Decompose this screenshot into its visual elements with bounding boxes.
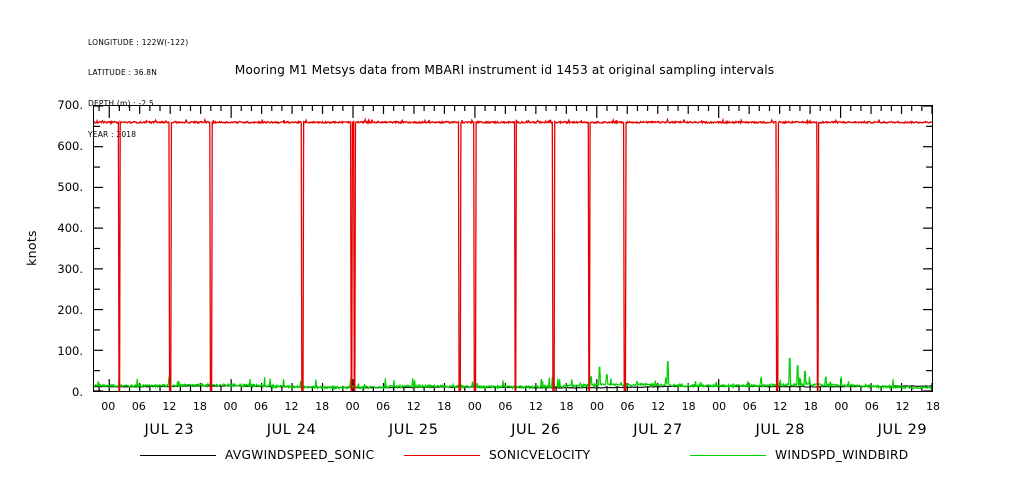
metadata-depth: DEPTH (m) : -2.5 — [88, 99, 154, 109]
y-tick-label: 300. — [57, 262, 83, 276]
y-tick-label: 100. — [57, 344, 83, 358]
x-hour-label: 12 — [284, 400, 299, 413]
y-tick-label: 700. — [57, 98, 83, 112]
legend-item: WINDSPD_WINDBIRD — [690, 448, 908, 462]
legend-color-swatch — [404, 454, 480, 456]
x-hour-label: 12 — [895, 400, 910, 413]
x-day-label: JUL 24 — [266, 422, 317, 438]
metadata-longitude: LONGITUDE : 122W(-122) — [88, 37, 189, 47]
y-tick-label: 500. — [57, 180, 83, 194]
x-hour-label: 00 — [101, 400, 116, 413]
y-tick-label: 200. — [57, 303, 83, 317]
x-hour-label: 06 — [864, 400, 879, 413]
x-hour-label: 00 — [467, 400, 482, 413]
x-hour-label: 18 — [803, 400, 818, 413]
x-hour-label: 12 — [162, 400, 177, 413]
series-path — [94, 358, 931, 388]
legend-label: WINDSPD_WINDBIRD — [775, 448, 909, 462]
x-day-label: JUL 28 — [755, 422, 806, 438]
x-hour-label: 18 — [926, 400, 940, 413]
metadata-block: LONGITUDE : 122W(-122) LATITUDE : 36.8N … — [88, 17, 188, 151]
x-hour-label: 18 — [681, 400, 696, 413]
x-hour-label: 18 — [315, 400, 330, 413]
x-hour-label: 18 — [559, 400, 574, 413]
x-hour-label: 12 — [773, 400, 788, 413]
chart-legend: AVGWINDSPEED_SONIC SONICVELOCITY WINDSPD_W… — [0, 448, 1009, 470]
x-hour-label: 00 — [345, 400, 360, 413]
chart-canvas — [94, 106, 932, 391]
axis-ticks — [94, 106, 932, 391]
x-hour-label: 06 — [498, 400, 513, 413]
x-hour-label: 06 — [376, 400, 391, 413]
series-path — [94, 119, 931, 391]
x-hour-label: 06 — [620, 400, 635, 413]
legend-color-swatch — [140, 454, 216, 456]
data-series-group — [94, 119, 931, 391]
x-hour-label: 12 — [406, 400, 421, 413]
x-hour-label: 12 — [528, 400, 543, 413]
legend-item: AVGWINDSPEED_SONIC — [140, 448, 374, 462]
chart-title: Mooring M1 Metsys data from MBARI instru… — [234, 63, 775, 77]
y-tick-label: 400. — [57, 221, 83, 235]
x-day-label: JUL 27 — [633, 422, 683, 438]
x-hour-label: 00 — [590, 400, 604, 413]
x-hour-label: 12 — [651, 400, 666, 413]
x-hour-label: 18 — [192, 400, 207, 413]
legend-label: AVGWINDSPEED_SONIC — [225, 448, 375, 462]
y-tick-label: 600. — [57, 139, 83, 153]
legend-item: SONICVELOCITY — [404, 448, 590, 462]
x-day-label: JUL 23 — [144, 422, 195, 438]
metadata-year: YEAR : 2018 — [88, 130, 137, 140]
metadata-latitude: LATITUDE : 36.8N — [88, 68, 158, 78]
x-day-label: JUL 26 — [511, 422, 561, 438]
x-hour-label: 18 — [437, 400, 452, 413]
x-hour-label: 00 — [223, 400, 238, 413]
x-day-label: JUL 25 — [388, 422, 439, 438]
legend-label: SONICVELOCITY — [489, 448, 591, 462]
y-tick-label: 0. — [72, 385, 83, 399]
x-hour-label: 00 — [834, 400, 849, 413]
plot-area — [93, 105, 933, 392]
x-hour-label: 06 — [131, 400, 146, 413]
x-hour-label: 00 — [712, 400, 727, 413]
x-day-label: JUL 29 — [877, 422, 928, 438]
x-hour-label: 06 — [254, 400, 268, 413]
legend-color-swatch — [690, 454, 766, 456]
x-hour-label: 06 — [742, 400, 757, 413]
